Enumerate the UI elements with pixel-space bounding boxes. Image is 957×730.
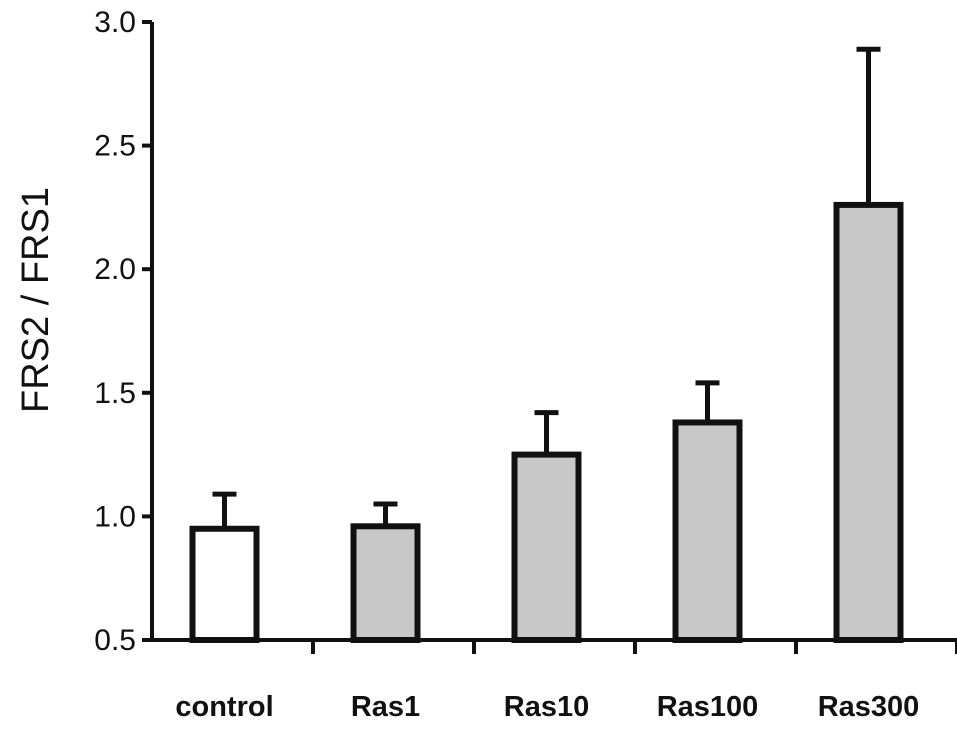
bar-ras100: [672, 419, 743, 643]
labels-group: control Ras1 Ras10 Ras100 Ras300 0.5 1.0 1.5 2.0…: [94, 6, 919, 723]
y-axis-title: FRS2 / FRS1: [15, 187, 57, 413]
y-tick-label-1.0: 1.0: [94, 500, 136, 533]
y-tick-label-3.0: 3.0: [94, 6, 136, 39]
y-tick-label-2.0: 2.0: [94, 253, 136, 286]
bar-ras1: [350, 523, 421, 644]
bar-ras10: [511, 451, 582, 643]
x-tick-label-ras300: Ras300: [818, 691, 920, 723]
error-bars-group: [212, 46, 881, 529]
x-tick-label-control: control: [175, 691, 273, 723]
y-tick-label-1.5: 1.5: [94, 377, 136, 410]
y-tick-label-0.5: 0.5: [94, 624, 136, 657]
y-tick-label-2.5: 2.5: [94, 130, 136, 163]
x-tick-label-ras1: Ras1: [351, 691, 420, 723]
x-tick-label-ras100: Ras100: [657, 691, 759, 723]
bar-control: [189, 525, 260, 644]
axes-group: [142, 20, 957, 654]
x-tick-label-ras10: Ras10: [504, 691, 589, 723]
bar-ras300: [833, 201, 904, 643]
